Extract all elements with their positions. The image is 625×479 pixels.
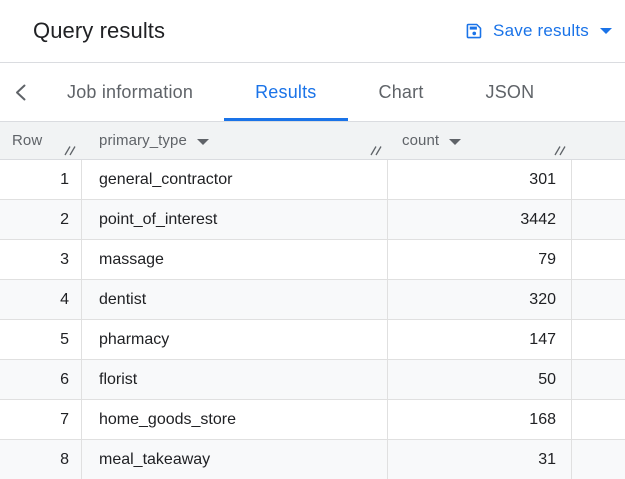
row-number-cell: 8: [0, 440, 82, 479]
count-cell: 168: [388, 400, 572, 439]
count-cell: 31: [388, 440, 572, 479]
filler-cell: [572, 280, 625, 319]
count-cell: 50: [388, 360, 572, 399]
column-header-primary-type-label: primary_type: [99, 132, 187, 149]
primary-type-cell: florist: [82, 360, 388, 399]
table-row: 1 general_contractor 301: [0, 160, 625, 200]
row-number-cell: 2: [0, 200, 82, 239]
table-row: 3 massage 79: [0, 240, 625, 280]
tab-results[interactable]: Results: [224, 63, 348, 121]
row-number-cell: 5: [0, 320, 82, 359]
filler-cell: [572, 160, 625, 199]
row-number-cell: 1: [0, 160, 82, 199]
count-cell: 147: [388, 320, 572, 359]
results-tabbar: Job information Results Chart JSON: [0, 62, 625, 122]
primary-type-cell: point_of_interest: [82, 200, 388, 239]
primary-type-cell: home_goods_store: [82, 400, 388, 439]
table-row: 6 florist 50: [0, 360, 625, 400]
column-header-count[interactable]: count: [388, 122, 572, 159]
chevron-left-icon: [16, 84, 26, 100]
caret-down-icon[interactable]: [196, 138, 209, 145]
table-row: 5 pharmacy 147: [0, 320, 625, 360]
primary-type-cell: dentist: [82, 280, 388, 319]
count-cell: 301: [388, 160, 572, 199]
primary-type-cell: meal_takeaway: [82, 440, 388, 479]
primary-type-cell: general_contractor: [82, 160, 388, 199]
filler-cell: [572, 440, 625, 479]
table-row: 4 dentist 320: [0, 280, 625, 320]
table-row: 8 meal_takeaway 31: [0, 440, 625, 479]
filler-cell: [572, 360, 625, 399]
column-resize-handle-icon[interactable]: [369, 145, 383, 156]
row-number-cell: 7: [0, 400, 82, 439]
save-results-button[interactable]: Save results: [464, 21, 612, 41]
primary-type-cell: massage: [82, 240, 388, 279]
count-cell: 79: [388, 240, 572, 279]
count-cell: 3442: [388, 200, 572, 239]
count-cell: 320: [388, 280, 572, 319]
row-number-cell: 4: [0, 280, 82, 319]
column-header-primary-type[interactable]: primary_type: [82, 122, 388, 159]
tab-json[interactable]: JSON: [485, 81, 535, 102]
row-number-cell: 3: [0, 240, 82, 279]
scroll-tabs-left-button[interactable]: [0, 63, 36, 121]
column-resize-handle-icon[interactable]: [553, 145, 567, 156]
column-header-count-label: count: [402, 132, 440, 149]
column-header-filler: [572, 122, 625, 159]
caret-down-icon[interactable]: [449, 138, 462, 145]
table-row: 2 point_of_interest 3442: [0, 200, 625, 240]
column-resize-handle-icon[interactable]: [63, 145, 77, 156]
tab-chart[interactable]: Chart: [378, 81, 424, 102]
row-number-cell: 6: [0, 360, 82, 399]
results-table-body: 1 general_contractor 301 2 point_of_inte…: [0, 160, 625, 479]
filler-cell: [572, 240, 625, 279]
primary-type-cell: pharmacy: [82, 320, 388, 359]
save-icon: [466, 23, 482, 39]
column-header-row-label: Row: [12, 132, 43, 149]
page-title: Query results: [33, 18, 166, 43]
filler-cell: [572, 400, 625, 439]
filler-cell: [572, 200, 625, 239]
save-results-label: Save results: [493, 21, 589, 40]
tab-job-information[interactable]: Job information: [67, 81, 194, 102]
results-table-header: Row primary_type count: [0, 122, 625, 160]
table-row: 7 home_goods_store 168: [0, 400, 625, 440]
caret-down-icon: [600, 28, 612, 34]
column-header-row[interactable]: Row: [0, 122, 82, 159]
filler-cell: [572, 320, 625, 359]
titlebar: Query results Save results: [0, 0, 625, 62]
